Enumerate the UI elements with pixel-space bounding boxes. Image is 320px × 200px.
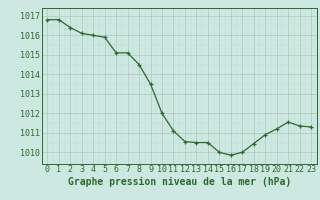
X-axis label: Graphe pression niveau de la mer (hPa): Graphe pression niveau de la mer (hPa) (68, 177, 291, 187)
